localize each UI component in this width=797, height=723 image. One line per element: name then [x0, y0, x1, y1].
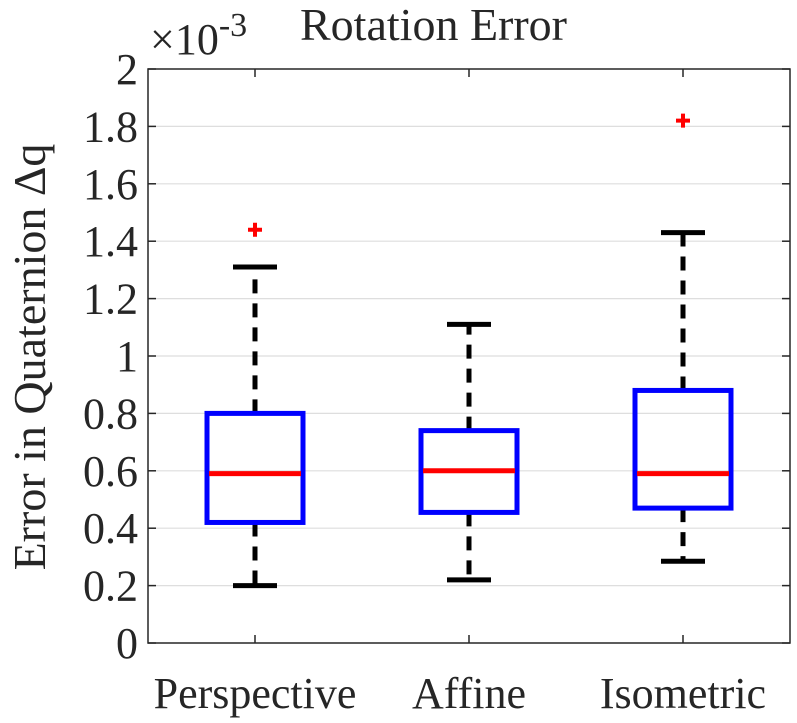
y-tick-label: 2	[116, 45, 138, 94]
x-tick-label: Isometric	[600, 669, 766, 718]
box-group-affine	[418, 321, 520, 583]
box-plots	[204, 113, 734, 589]
box-iqr	[204, 410, 306, 525]
y-axis-label: Error in Quaternion Δq	[4, 144, 55, 571]
axis-ticks: 0 0.2 0.4 0.6 0.8 1 1.2 1.4 1.6 1.8 2 Perspective Af…	[83, 45, 790, 718]
y-tick-label: 0	[116, 619, 138, 668]
y-tick-label: 0.4	[83, 504, 138, 553]
outlier-marker	[676, 113, 690, 128]
y-tick-label: 0.6	[83, 447, 138, 496]
x-tick-label: Perspective	[154, 669, 357, 718]
box-iqr	[418, 428, 520, 515]
outlier-marker	[248, 222, 262, 237]
y-tick-label: 0.2	[83, 562, 138, 611]
y-tick-label: 1.2	[83, 275, 138, 324]
y-tick-label: 0.8	[83, 389, 138, 438]
box-group-isometric	[632, 113, 734, 564]
x-tick-label: Affine	[412, 669, 526, 718]
y-tick-label: 1	[116, 332, 138, 381]
y-axis-exponent-power: -3	[219, 7, 247, 44]
y-axis-exponent: ×10-3	[150, 7, 247, 64]
y-tick-label: 1.8	[83, 102, 138, 151]
y-axis-exponent-base: ×10	[150, 15, 219, 64]
chart-title: Rotation Error	[300, 0, 567, 50]
box-iqr	[632, 387, 734, 511]
y-tick-label: 1.4	[83, 217, 138, 266]
y-tick-label: 1.6	[83, 160, 138, 209]
box-group-perspective	[204, 222, 306, 589]
